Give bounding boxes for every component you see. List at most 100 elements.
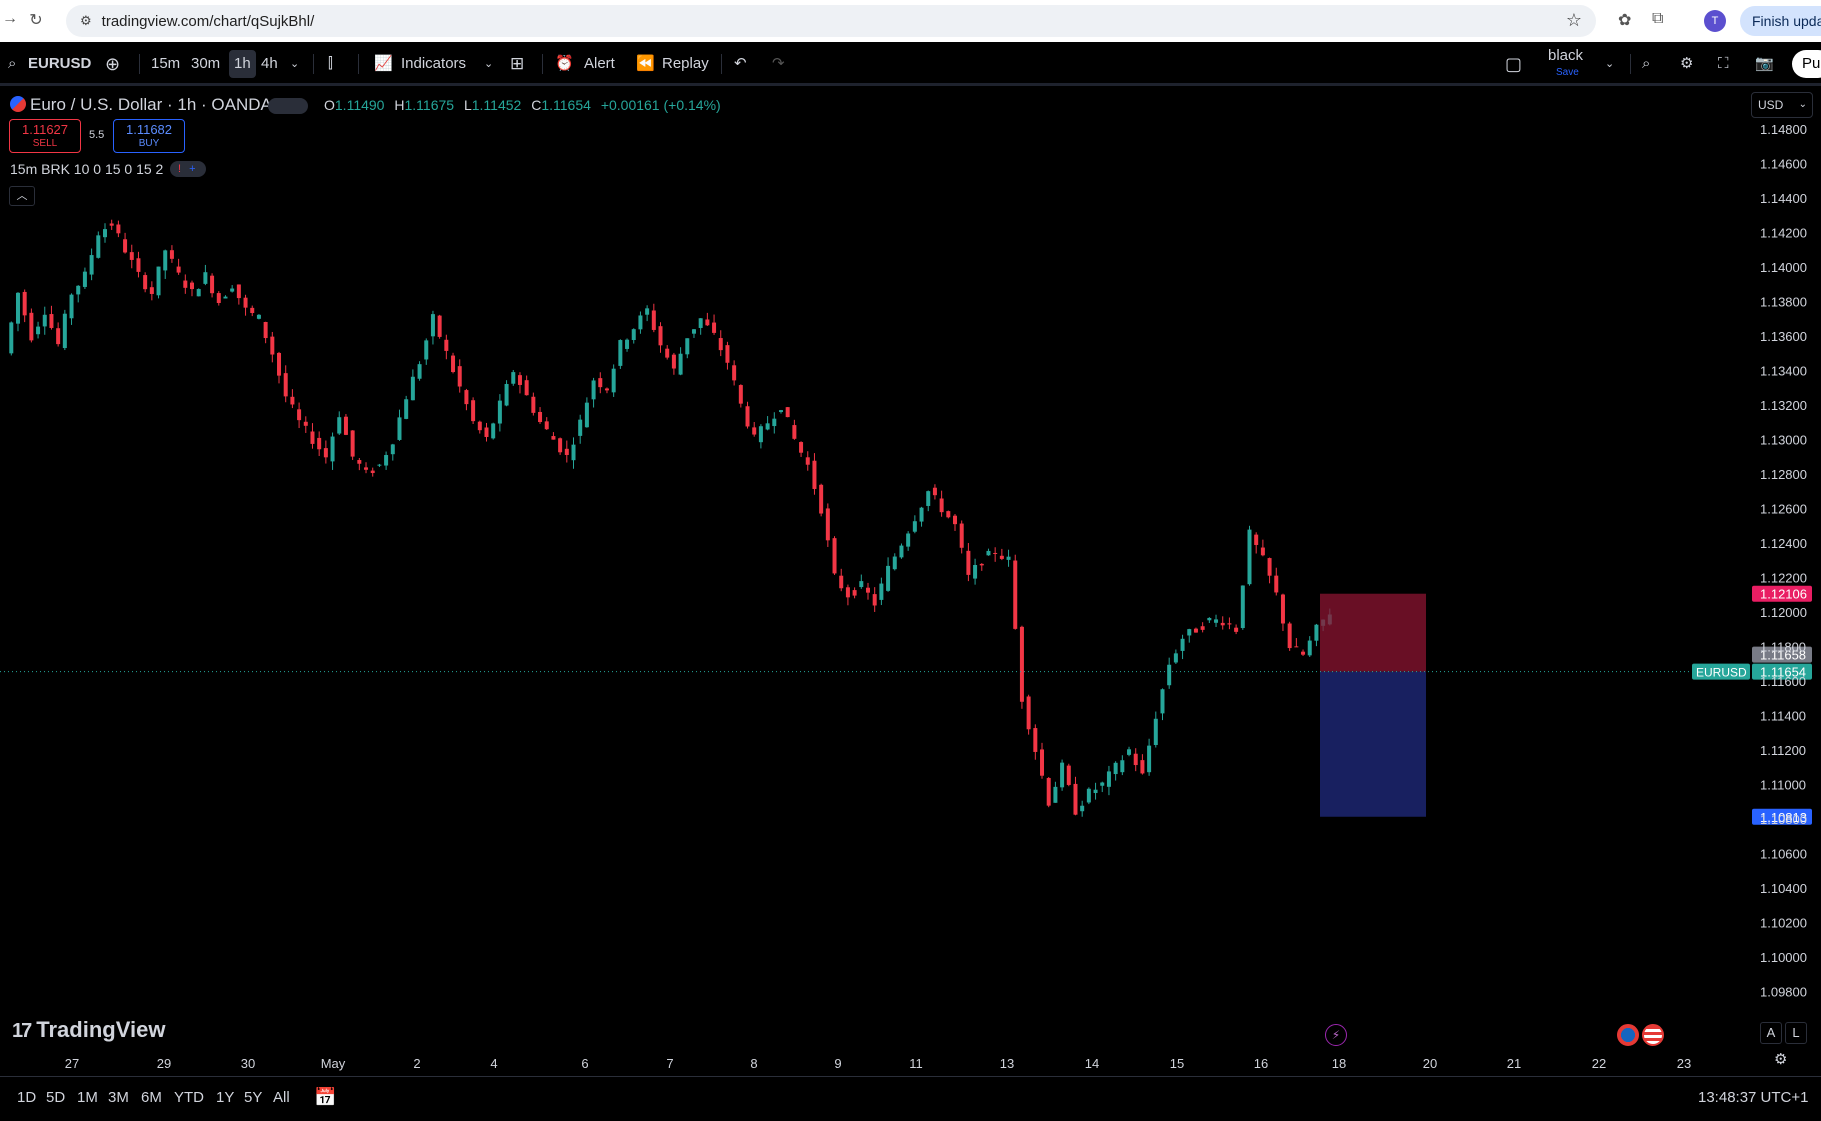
price-axis[interactable]: 1.14800 1.14600 1.14400 1.14200 1.14000 1.138… [1760,122,1807,1000]
candle-body [176,266,181,273]
extension-icon[interactable]: ✿ [1618,12,1632,29]
range-1d[interactable]: 1D [17,1089,37,1106]
candle-body [1060,762,1065,788]
range-3m[interactable]: 3M [108,1089,129,1106]
search-icon[interactable]: ⌕ [8,55,17,72]
layout-name[interactable]: black [1548,47,1584,64]
indicator-legend[interactable]: 15m BRK 10 0 15 0 15 2 [10,161,164,177]
range-ytd[interactable]: YTD [174,1089,204,1106]
candle-body [571,444,576,461]
time-tick-label: 6 [581,1056,588,1071]
time-tick-label: 23 [1677,1056,1691,1071]
publish-button[interactable]: Publish [1792,50,1821,78]
auto-scale-button[interactable]: A [1760,1022,1782,1044]
fullscreen-icon[interactable]: ⛶ [1718,55,1729,72]
layout-square-icon[interactable]: ▢ [1505,54,1523,74]
candle-body [270,336,275,355]
url-text[interactable]: tradingview.com/chart/qSujkBhl/ [101,12,315,30]
chart-pane[interactable]: 1.12106 1.10813 1.11658 EURUSD 1.11654 1.14… [0,89,1821,1076]
candle-body [243,297,248,308]
time-axis[interactable]: 27 29 30 May 2 4 6 7 8 9 11 13 14 15 16 18 20 21 22 23 [65,1056,1691,1071]
candle-body [932,487,937,496]
range-all[interactable]: All [273,1089,290,1106]
indicators-icon[interactable]: 📈 [374,55,393,72]
candle-body [82,271,87,287]
range-1m[interactable]: 1M [77,1089,98,1106]
snapshot-camera-icon[interactable]: 📷 [1755,55,1774,72]
candle-body [283,373,288,397]
address-bar[interactable]: ⚙ tradingview.com/chart/qSujkBhl/ ☆ [66,5,1596,37]
site-settings-icon[interactable]: ⚙ [80,13,92,28]
chevron-down-icon[interactable]: ⌄ [1605,58,1615,70]
collapse-legend-button[interactable]: ︿ [9,186,35,206]
candle-body [397,417,402,440]
candle-body [651,310,656,330]
bookmark-star-icon[interactable]: ☆ [1565,10,1582,30]
puzzle-icon[interactable]: ⧉ [1652,10,1664,27]
candle-body [1120,760,1125,773]
price-tick-label: 1.10800 [1760,812,1807,827]
interval-15m[interactable]: 15m [151,55,181,72]
last-price-bg [1752,663,1812,680]
alert-clock-icon[interactable]: ⏰ [555,55,574,72]
calendar-range-icon[interactable]: 📅 [314,1087,337,1107]
tv-logo-icon: 17 [12,1020,32,1042]
symbol-search[interactable]: EURUSD [28,55,92,72]
profile-avatar[interactable]: T [1704,10,1726,32]
candle-body [263,321,268,339]
us-flag-event-icon[interactable] [1642,1024,1664,1046]
forward-icon[interactable]: → [2,10,18,27]
candle-body [337,417,342,434]
eu-flag-event-icon[interactable] [1617,1024,1639,1046]
currency-select[interactable]: USD ⌄ [1751,92,1813,118]
price-tick-label: 1.11400 [1760,709,1806,724]
save-layout-link[interactable]: Save [1556,67,1579,78]
finish-update-button[interactable]: Finish update [1740,6,1821,36]
candle-body [230,288,235,292]
tradingview-logo[interactable]: 17 TradingView [12,1017,165,1043]
short-position-tool[interactable]: 1.12106 1.10813 [1320,585,1812,825]
replay-icon[interactable]: ⏪ [636,55,655,72]
undo-icon[interactable]: ↶ [734,55,747,72]
redo-icon[interactable]: ↷ [772,55,785,72]
candle-body [705,319,710,326]
price-tick-label: 1.12000 [1760,605,1807,620]
low-label: L [463,97,472,113]
timezone-clock[interactable]: 13:48:37 UTC+1 [1698,1089,1809,1106]
candle-body [310,431,315,444]
indicator-status[interactable]: ! + [170,161,206,177]
quick-search-icon[interactable]: ⌕ [1642,55,1651,72]
spread-value: 5.5 [89,129,105,141]
candle-body [799,442,804,453]
candle-body [116,224,121,234]
interval-1h[interactable]: 1h [229,50,256,78]
range-5y[interactable]: 5Y [244,1089,263,1106]
candle-body [1006,556,1011,560]
layouts-grid-icon[interactable]: ⊞ [510,54,525,73]
time-axis-settings-icon[interactable]: ⚙ [1774,1051,1788,1068]
indicators-button[interactable]: Indicators [401,55,467,72]
candle-body [1173,653,1178,663]
alert-button[interactable]: Alert [584,55,615,72]
interval-30m[interactable]: 30m [191,55,221,72]
settings-icon[interactable]: ⚙ [1680,55,1694,72]
compare-add-icon[interactable]: ⊕ [105,54,121,74]
sell-button[interactable]: 1.11627 SELL [9,119,81,153]
log-scale-button[interactable]: L [1785,1022,1807,1044]
chevron-down-icon[interactable]: ⌄ [484,58,494,70]
candle-body [203,272,208,284]
replay-button[interactable]: Replay [662,55,709,72]
range-5d[interactable]: 5D [46,1089,66,1106]
buy-button[interactable]: 1.11682 BUY [113,119,185,153]
chevron-down-icon[interactable]: ⌄ [290,58,300,70]
candles-style-icon[interactable]: ⫿ [328,55,333,72]
price-chart[interactable]: 1.12106 1.10813 1.11658 EURUSD 1.11654 1.14… [0,89,1821,1076]
legend-toggle[interactable] [268,98,308,114]
range-6m[interactable]: 6M [141,1089,162,1106]
range-1y[interactable]: 1Y [216,1089,235,1106]
reload-icon[interactable]: ↻ [29,12,43,29]
legend-title-text: Euro / U.S. Dollar · 1h · OANDA [30,95,272,114]
interval-4h[interactable]: 4h [261,55,278,72]
lightning-event-icon[interactable]: ⚡ [1325,1024,1347,1046]
symbol-legend-title[interactable]: Euro / U.S. Dollar · 1h · OANDA [10,95,272,115]
